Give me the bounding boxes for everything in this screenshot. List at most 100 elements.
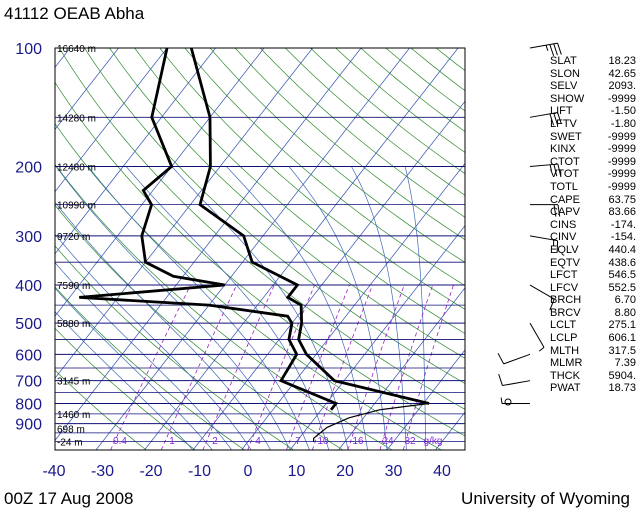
- index-row: LCLP 606.1: [550, 332, 636, 345]
- isotherm: [338, 287, 465, 450]
- moist-adiabat: [55, 311, 194, 450]
- index-name: MLTH: [550, 344, 580, 357]
- index-value: 606.1: [608, 332, 636, 345]
- moist-adiabat: [55, 166, 291, 450]
- index-value: 63.75: [608, 193, 636, 206]
- temperature-tick-label: -30: [91, 463, 114, 480]
- dry-adiabat: [134, 48, 465, 334]
- index-name: CINV: [550, 231, 577, 244]
- index-name: SHOW: [550, 92, 585, 105]
- wind-barb-shaft: [529, 42, 558, 49]
- pressure-tick-label: 200: [15, 160, 42, 177]
- wind-barb: [530, 204, 561, 217]
- data-source: University of Wyoming: [461, 489, 630, 508]
- wind-barb-flag: [538, 347, 545, 352]
- index-row: LFCT 546.5: [550, 269, 636, 282]
- index-name: PWAT: [550, 382, 581, 395]
- index-value: -9999: [607, 180, 636, 193]
- index-row: LFCV 552.5: [550, 282, 636, 295]
- mixing-ratio-label: 10: [317, 436, 329, 447]
- wind-barb-shaft: [529, 111, 558, 118]
- index-row: SWET -9999: [550, 131, 636, 144]
- index-row: TOTL -9999: [550, 181, 636, 194]
- mixing-ratio-line: [247, 284, 316, 450]
- height-label: 1460 m: [57, 410, 90, 421]
- index-row: SLAT 18.23: [550, 55, 636, 68]
- index-name: LFCT: [550, 269, 578, 282]
- index-name: LCLT: [550, 319, 577, 332]
- pressure-tick-label: 300: [15, 229, 42, 246]
- moist-adiabat: [404, 166, 427, 450]
- index-value: 7.39: [614, 357, 636, 370]
- index-value: 8.80: [614, 306, 636, 319]
- index-row: EQTV 438.6: [550, 257, 636, 270]
- wind-barb: [500, 397, 530, 405]
- dry-adiabat: [58, 48, 465, 410]
- pressure-tick-label: 700: [15, 374, 42, 391]
- dry-adiabat: [55, 163, 393, 450]
- wind-barb-shaft: [529, 235, 558, 242]
- index-name: EQTV: [550, 256, 580, 269]
- index-name: SWET: [550, 130, 582, 143]
- height-label: -24 m: [57, 438, 83, 449]
- index-row: LIFT -1.50: [550, 105, 636, 118]
- wind-barb-flag: [553, 43, 558, 56]
- index-name: BRCH: [550, 294, 582, 307]
- mixing-ratio-line: [160, 284, 237, 450]
- index-name: LFTV: [550, 117, 577, 130]
- mixing-ratio-label: 2: [212, 436, 218, 447]
- index-value: 438.6: [608, 256, 636, 269]
- wind-barb: [497, 353, 531, 365]
- index-value: -9999: [607, 143, 636, 156]
- height-label: 698 m: [57, 424, 85, 435]
- index-name: CAPV: [550, 206, 580, 219]
- observation-time: 00Z 17 Aug 2008: [4, 489, 134, 508]
- wind-barb: [529, 163, 562, 177]
- temperature-tick-label: 0: [244, 463, 253, 480]
- index-row: MLMR 7.39: [550, 357, 636, 370]
- wind-barb-flag: [549, 44, 555, 57]
- dry-adiabat: [184, 48, 465, 287]
- mixing-ratio-label: 7: [295, 436, 301, 447]
- index-value: 317.5: [608, 344, 636, 357]
- index-row: MLTH 317.5: [550, 345, 636, 358]
- index-row: KINX -9999: [550, 143, 636, 156]
- index-row: CINS -174.: [550, 219, 636, 232]
- temperature-tick-label: 10: [288, 463, 306, 480]
- plot-frame: [54, 47, 466, 451]
- index-value: -174.: [610, 218, 636, 231]
- wind-barb-flag: [549, 113, 555, 126]
- dry-adiabat: [55, 204, 344, 450]
- isotherm: [55, 48, 168, 193]
- mixing-ratio-line: [347, 284, 405, 450]
- index-value: 552.5: [608, 281, 636, 294]
- index-row: SHOW -9999: [550, 93, 636, 106]
- index-value: 275.1: [608, 319, 636, 332]
- index-row: SLON 42.65: [550, 68, 636, 81]
- index-value: 5904.: [608, 369, 636, 382]
- mixing-ratio-label: 0.4: [113, 436, 127, 447]
- wind-barb-shaft: [502, 380, 531, 387]
- wind-barb: [529, 322, 545, 352]
- moist-adiabat: [288, 166, 388, 450]
- height-label: 9720 m: [57, 232, 90, 243]
- index-value: 6.70: [614, 294, 636, 307]
- isotherm: [95, 48, 410, 450]
- mixing-ratio-label: 4: [255, 436, 261, 447]
- index-row: THCK 5904.: [550, 370, 636, 383]
- index-name: VTOT: [550, 168, 580, 181]
- index-row: LCLT 275.1: [550, 319, 636, 332]
- mixing-ratio-label: 24: [382, 436, 394, 447]
- wind-barb-flag: [553, 112, 558, 125]
- index-value: -9999: [607, 130, 636, 143]
- profile-line: [79, 48, 339, 411]
- wind-barb-flag: [557, 112, 562, 125]
- index-value: 546.5: [608, 269, 636, 282]
- dry-adiabat: [55, 369, 147, 450]
- index-value: 42.65: [608, 67, 636, 80]
- isotherm: [386, 349, 465, 450]
- wind-barb-flag: [557, 204, 561, 217]
- mixing-ratio-line: [402, 284, 454, 450]
- isotherm: [55, 48, 119, 131]
- wind-barb-flag: [549, 164, 552, 171]
